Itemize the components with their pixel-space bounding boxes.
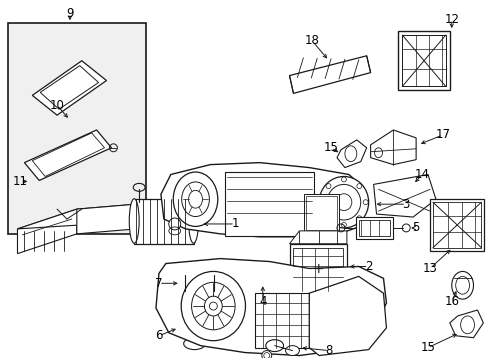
Text: 6: 6	[155, 329, 163, 342]
Text: 5: 5	[411, 221, 419, 234]
Ellipse shape	[451, 271, 472, 299]
Bar	[402, 35, 445, 86]
Text: 12: 12	[443, 13, 458, 26]
Bar	[8, 23, 146, 234]
Text: 1: 1	[231, 217, 238, 230]
Ellipse shape	[181, 271, 245, 341]
Ellipse shape	[168, 218, 181, 230]
Bar	[225, 171, 314, 236]
Ellipse shape	[188, 199, 198, 243]
Ellipse shape	[184, 275, 214, 291]
Ellipse shape	[265, 340, 283, 352]
Polygon shape	[77, 204, 136, 234]
Text: +: +	[312, 262, 324, 276]
Bar	[293, 248, 342, 291]
Bar	[398, 31, 449, 90]
Text: 15: 15	[323, 141, 338, 154]
Polygon shape	[156, 258, 386, 356]
Bar	[134, 199, 193, 244]
Bar	[184, 271, 214, 295]
Bar	[254, 293, 309, 348]
Text: 7: 7	[155, 277, 163, 290]
Ellipse shape	[185, 331, 203, 341]
Ellipse shape	[184, 282, 214, 292]
Text: 10: 10	[49, 99, 64, 112]
Ellipse shape	[319, 176, 368, 228]
Bar	[305, 196, 336, 230]
Polygon shape	[289, 231, 346, 244]
Text: 13: 13	[422, 262, 437, 275]
Bar	[355, 217, 392, 239]
Text: 15: 15	[420, 341, 434, 354]
Ellipse shape	[129, 199, 139, 243]
Polygon shape	[18, 204, 136, 229]
Ellipse shape	[184, 271, 214, 280]
Polygon shape	[18, 209, 77, 254]
Text: 8: 8	[325, 344, 332, 357]
Polygon shape	[373, 175, 435, 217]
Polygon shape	[289, 56, 370, 93]
Polygon shape	[24, 130, 111, 180]
Ellipse shape	[261, 351, 271, 360]
Ellipse shape	[184, 287, 214, 295]
Ellipse shape	[183, 338, 205, 350]
Bar	[289, 244, 346, 295]
Text: 11: 11	[13, 175, 28, 188]
Polygon shape	[32, 61, 106, 115]
Ellipse shape	[173, 172, 217, 226]
Text: 2: 2	[364, 260, 372, 273]
Text: 4: 4	[259, 294, 266, 307]
Text: 14: 14	[414, 168, 428, 181]
Bar	[304, 194, 338, 232]
Polygon shape	[370, 130, 415, 165]
Bar	[429, 199, 484, 251]
Text: 9: 9	[66, 7, 74, 20]
Bar	[432, 202, 480, 248]
Bar	[358, 220, 389, 236]
Text: 3: 3	[402, 198, 409, 211]
Text: 17: 17	[434, 129, 449, 141]
Text: 16: 16	[443, 294, 458, 307]
Ellipse shape	[178, 319, 210, 333]
Ellipse shape	[285, 346, 299, 356]
Polygon shape	[309, 276, 386, 356]
Text: 18: 18	[304, 35, 319, 48]
Polygon shape	[449, 310, 483, 338]
Polygon shape	[336, 140, 366, 167]
Polygon shape	[161, 163, 366, 237]
